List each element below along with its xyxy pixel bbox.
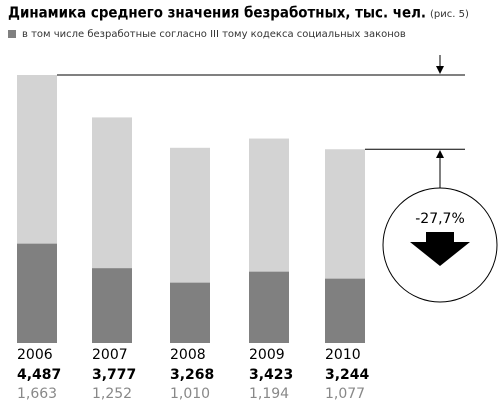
x-tick-label: 2006 <box>17 347 53 363</box>
value-label: 1,252 <box>92 386 132 402</box>
bar <box>170 282 210 343</box>
legend-swatch <box>8 30 16 38</box>
annotation: -27,7% <box>415 211 465 227</box>
bar <box>92 268 132 343</box>
value-label: 1,077 <box>325 386 365 402</box>
value-label: 3,777 <box>92 367 136 383</box>
legend-label: в том числе безработные согласно III том… <box>22 29 406 40</box>
x-tick-label: 2007 <box>92 347 128 363</box>
bar <box>17 243 57 343</box>
bar <box>325 278 365 343</box>
value-label: 4,487 <box>17 367 61 383</box>
arrow-head <box>436 66 444 74</box>
bar <box>249 271 289 343</box>
chart-subtitle: (рис. 5) <box>430 9 469 20</box>
x-tick-label: 2008 <box>170 347 206 363</box>
value-label: 1,010 <box>170 386 210 402</box>
arrow-head <box>436 150 444 158</box>
value-label: 1,194 <box>249 386 289 402</box>
value-label: 3,423 <box>249 367 293 383</box>
value-label: 3,244 <box>325 367 370 383</box>
value-label: 1,663 <box>17 386 57 402</box>
annotation-arrow <box>410 232 470 266</box>
value-label: 3,268 <box>170 367 214 383</box>
chart-title: Динамика среднего значения безработных, … <box>8 4 426 22</box>
x-tick-label: 2010 <box>325 347 361 363</box>
x-tick-label: 2009 <box>249 347 285 363</box>
